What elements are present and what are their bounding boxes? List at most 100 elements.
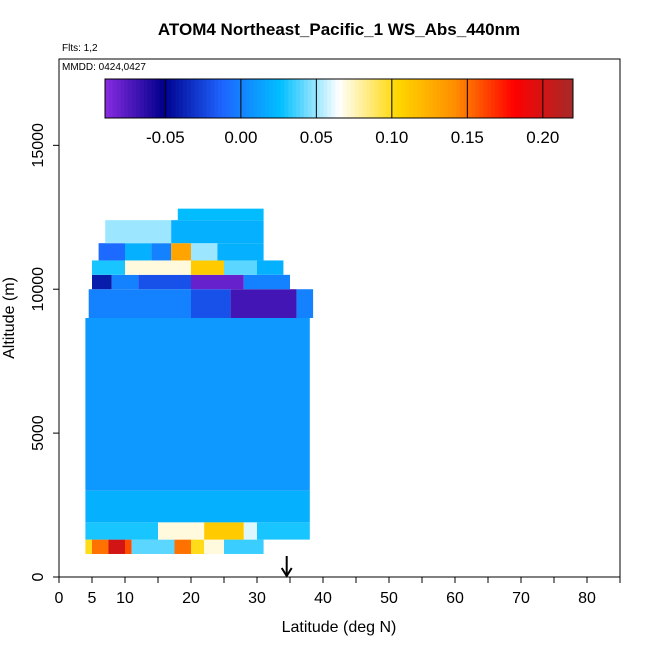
colorbar-swatch xyxy=(385,79,391,118)
colorbar-tick-label: 0.10 xyxy=(375,128,408,147)
colorbar-swatch xyxy=(311,79,317,118)
colorbar-swatch xyxy=(327,79,332,118)
heatmap-cell xyxy=(125,243,152,261)
colorbar-frame xyxy=(104,78,574,119)
colorbar-swatch xyxy=(280,79,285,118)
colorbar-swatch xyxy=(218,79,223,118)
colorbar-swatch xyxy=(222,79,227,118)
heatmap-cell xyxy=(92,260,125,275)
heatmap-cell xyxy=(98,243,125,261)
colorbar-swatch xyxy=(409,79,414,118)
colorbar-swatch xyxy=(128,79,133,118)
colorbar-swatch xyxy=(276,79,281,118)
heatmap-cell xyxy=(191,243,218,261)
x-axis-label: Latitude (deg N) xyxy=(282,619,397,636)
colorbar-swatch xyxy=(292,79,297,118)
colorbar-swatch xyxy=(487,79,492,118)
colorbar-swatch xyxy=(483,79,488,118)
colorbar-swatch xyxy=(140,79,145,118)
colorbar-swatch xyxy=(417,79,422,118)
plot-area xyxy=(85,208,314,554)
colorbar-swatch xyxy=(393,79,398,118)
colorbar-swatch xyxy=(506,79,512,118)
colorbar-swatch xyxy=(124,79,129,118)
colorbar-swatch xyxy=(261,79,266,118)
colorbar-swatch xyxy=(108,79,114,118)
colorbar-swatch xyxy=(491,79,496,118)
colorbar-swatch xyxy=(120,79,125,118)
heatmap-cell xyxy=(171,243,191,261)
colorbar-swatch xyxy=(241,79,246,118)
colorbar-swatch xyxy=(561,79,566,118)
colorbar-swatch xyxy=(202,79,207,118)
colorbar-swatch xyxy=(284,79,289,118)
colorbar-swatch xyxy=(405,79,410,118)
colorbar-swatch xyxy=(237,79,242,118)
colorbar-swatch xyxy=(549,79,554,118)
colorbar-swatch xyxy=(374,79,379,118)
colorbar-swatch xyxy=(147,79,153,118)
colorbar-tick-label: 0.20 xyxy=(526,128,559,147)
colorbar-swatch xyxy=(335,79,340,118)
colorbar-swatch xyxy=(272,79,278,118)
colorbar-swatch xyxy=(545,79,551,118)
colorbar-swatch xyxy=(471,79,476,118)
heatmap-cell xyxy=(204,522,244,540)
colorbar-swatch xyxy=(557,79,562,118)
heatmap-cell xyxy=(158,522,205,540)
colorbar-swatch xyxy=(144,79,149,118)
colorbar-swatch xyxy=(229,79,235,118)
colorbar-swatch xyxy=(354,79,359,118)
colorbar-swatch xyxy=(456,79,461,118)
latitude-marker-arrow xyxy=(280,556,293,578)
colorbar-swatch xyxy=(175,79,180,118)
colorbar-swatch xyxy=(467,79,473,118)
colorbar-swatch xyxy=(463,79,469,118)
colorbar-swatch xyxy=(233,79,239,118)
colorbar-swatch xyxy=(112,79,118,118)
colorbar-swatch xyxy=(339,79,344,118)
colorbar-swatch xyxy=(510,79,515,118)
colorbar-swatch xyxy=(366,79,371,118)
x-tick-label: 5 xyxy=(88,590,97,607)
heatmap-cell xyxy=(257,522,310,540)
colorbar-swatch xyxy=(569,79,574,118)
colorbar-swatch xyxy=(479,79,484,118)
colorbar-swatch xyxy=(514,79,519,118)
colorbar-swatch xyxy=(526,79,531,118)
arrow-head xyxy=(280,567,293,578)
y-axis: 0 5000 10000 15000 xyxy=(30,123,59,581)
heatmap-cell xyxy=(191,274,244,290)
heatmap-cell xyxy=(105,220,172,244)
colorbar-swatch xyxy=(323,79,328,118)
colorbar-swatch xyxy=(342,79,348,118)
heatmap-cell xyxy=(204,539,224,554)
heatmap-cell xyxy=(191,539,205,554)
colorbar-swatch xyxy=(565,79,570,118)
heatmap-cell xyxy=(296,289,314,318)
colorbar-swatch xyxy=(362,79,367,118)
colorbar-swatch xyxy=(264,79,270,118)
colorbar-swatch xyxy=(210,79,215,118)
colorbar-swatch xyxy=(534,79,539,118)
heatmap-cell xyxy=(88,289,191,318)
y-tick-label: 5000 xyxy=(30,415,47,451)
heatmap-cell xyxy=(111,274,139,290)
heatmap-cell xyxy=(217,243,264,261)
colorbar-swatch xyxy=(475,79,480,118)
heatmap-cell xyxy=(85,318,310,491)
colorbar-swatch xyxy=(136,79,141,118)
heatmap-cell xyxy=(224,260,257,275)
flights-note: Flts: 1,2 xyxy=(62,43,98,54)
heatmap-cell xyxy=(85,539,92,554)
colorbar-swatch xyxy=(378,79,383,118)
colorbar-swatch xyxy=(179,79,184,118)
colorbar-swatch xyxy=(116,79,122,118)
colorbar-swatch xyxy=(498,79,504,118)
x-tick-label: 80 xyxy=(578,590,596,607)
colorbar: -0.05 0.00 0.05 0.10 0.15 0.20 xyxy=(104,78,574,147)
heatmap-cell xyxy=(108,539,125,554)
colorbar-tick-label: 0.15 xyxy=(451,128,484,147)
colorbar-swatch xyxy=(413,79,418,118)
